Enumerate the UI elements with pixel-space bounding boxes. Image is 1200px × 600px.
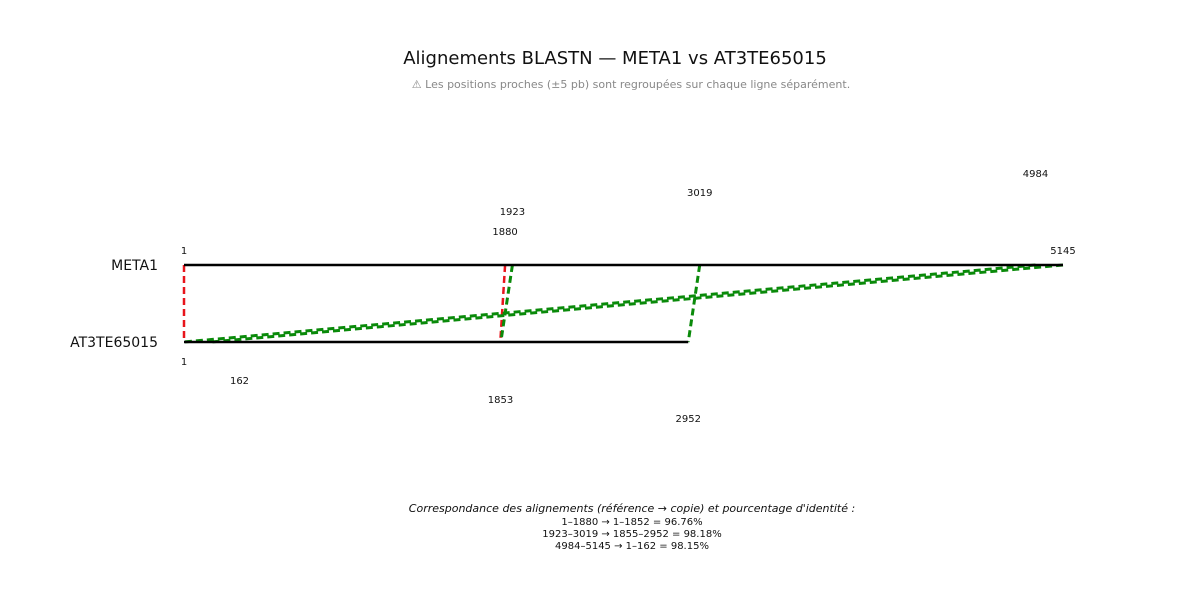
reference-position-label: 3019 bbox=[687, 188, 712, 199]
position-labels: 1 1880 1923 3019 4984 5145 1 162 1853 2952 bbox=[181, 169, 1076, 425]
grouping-note: ⚠ Les positions proches (±5 pb) sont reg… bbox=[411, 78, 851, 91]
legend-caption: Correspondance des alignements (référenc… bbox=[408, 502, 856, 515]
legend-line: 4984–5145 → 1–162 = 98.15% bbox=[555, 540, 709, 552]
reference-sequence-name: META1 bbox=[111, 258, 158, 274]
copy-sequence-name: AT3TE65015 bbox=[70, 335, 158, 351]
copy-position-label: 1 bbox=[181, 357, 187, 368]
alignment-link bbox=[211, 263, 1064, 344]
identity-legend: 1–1880 → 1–1852 = 96.76% 1923–3019 → 185… bbox=[0, 517, 1200, 552]
reference-position-label: 1880 bbox=[492, 227, 517, 238]
reference-position-label: 5145 bbox=[1050, 246, 1075, 257]
copy-position-label: 2952 bbox=[676, 414, 701, 425]
page-title: Alignements BLASTN — META1 vs AT3TE65015 bbox=[403, 48, 827, 69]
alignment-links bbox=[182, 263, 1064, 344]
reference-position-label: 4984 bbox=[1023, 169, 1048, 180]
alignment-link bbox=[183, 263, 1036, 344]
legend-line: 1923–3019 → 1855–2952 = 98.18% bbox=[542, 528, 722, 540]
alignment-link bbox=[499, 264, 507, 343]
legend-line: 1–1880 → 1–1852 = 96.76% bbox=[561, 517, 703, 528]
reference-position-label: 1923 bbox=[500, 207, 525, 218]
reference-position-label: 1 bbox=[181, 246, 187, 257]
alignment-link bbox=[499, 264, 514, 343]
copy-position-label: 1853 bbox=[488, 395, 513, 406]
alignment-link bbox=[686, 264, 702, 343]
copy-position-label: 162 bbox=[230, 376, 249, 387]
